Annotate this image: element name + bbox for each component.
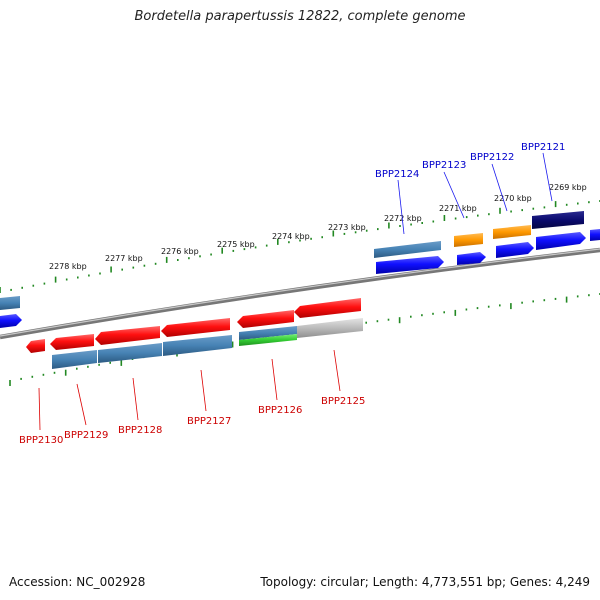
gene-label[interactable]: BPP2128 <box>118 425 162 436</box>
kbp-label: 2273 kbp <box>328 223 366 232</box>
gene-bar[interactable] <box>98 343 162 363</box>
kbp-label: 2269 kbp <box>549 183 587 192</box>
feature-track-lower[interactable] <box>26 298 363 369</box>
ruler-labels: 2278 kbp 2277 kbp 2276 kbp 2275 kbp 2274… <box>49 183 587 271</box>
genome-backbone-highlight <box>0 248 600 337</box>
gene-bar[interactable] <box>493 225 531 239</box>
gene-bar[interactable] <box>239 326 297 340</box>
cds-arrow[interactable] <box>496 242 534 258</box>
cds-arrow[interactable] <box>457 252 486 265</box>
kbp-label: 2271 kbp <box>439 204 477 213</box>
gene-bar[interactable] <box>52 350 97 369</box>
cds-arrow[interactable] <box>376 256 444 274</box>
cds-arrow[interactable] <box>26 339 45 353</box>
cds-arrow[interactable] <box>536 232 586 250</box>
cds-arrow[interactable] <box>50 334 94 350</box>
ruler-top <box>0 200 600 293</box>
gene-labels-top: BPP2124 BPP2123 BPP2122 BPP2121 <box>375 142 565 235</box>
cds-arrow[interactable] <box>161 318 230 337</box>
feature-track-upper[interactable] <box>0 211 600 328</box>
gene-label[interactable]: BPP2124 <box>375 169 419 180</box>
gene-label[interactable]: BPP2123 <box>422 160 466 171</box>
cds-arrow[interactable] <box>0 314 22 328</box>
kbp-label: 2276 kbp <box>161 247 199 256</box>
kbp-label: 2270 kbp <box>494 194 532 203</box>
kbp-label: 2277 kbp <box>105 254 143 263</box>
gene-bar[interactable] <box>532 211 584 229</box>
kbp-label: 2275 kbp <box>217 240 255 249</box>
genome-backbone <box>0 247 600 340</box>
gene-label[interactable]: BPP2122 <box>470 152 514 163</box>
kbp-label: 2272 kbp <box>384 214 422 223</box>
kbp-label: 2278 kbp <box>49 262 87 271</box>
cds-arrow[interactable] <box>590 229 600 241</box>
gene-label[interactable]: BPP2130 <box>19 435 63 446</box>
gene-label[interactable]: BPP2129 <box>64 430 108 441</box>
gene-bar[interactable] <box>239 334 297 346</box>
accession-text: Accession: NC_002928 <box>9 575 146 589</box>
cds-arrow[interactable] <box>237 310 294 328</box>
kbp-label: 2274 kbp <box>272 232 310 241</box>
gene-label[interactable]: BPP2121 <box>521 142 565 153</box>
gene-bar[interactable] <box>0 296 20 310</box>
gene-label[interactable]: BPP2126 <box>258 405 302 416</box>
cds-arrow[interactable] <box>95 326 160 345</box>
gene-bar[interactable] <box>454 233 483 247</box>
gene-label[interactable]: BPP2127 <box>187 416 231 427</box>
gene-label[interactable]: BPP2125 <box>321 396 365 407</box>
cds-arrow[interactable] <box>294 298 361 318</box>
gene-bar[interactable] <box>163 335 232 356</box>
gene-labels-bottom: BPP2130 BPP2129 BPP2128 BPP2127 BPP2126 … <box>19 349 365 446</box>
gene-bar[interactable] <box>297 318 363 338</box>
genome-summary-text: Topology: circular; Length: 4,773,551 bp… <box>260 575 590 589</box>
gene-bar[interactable] <box>374 241 441 258</box>
map-title: Bordetella parapertussis 12822, complete… <box>134 9 466 24</box>
